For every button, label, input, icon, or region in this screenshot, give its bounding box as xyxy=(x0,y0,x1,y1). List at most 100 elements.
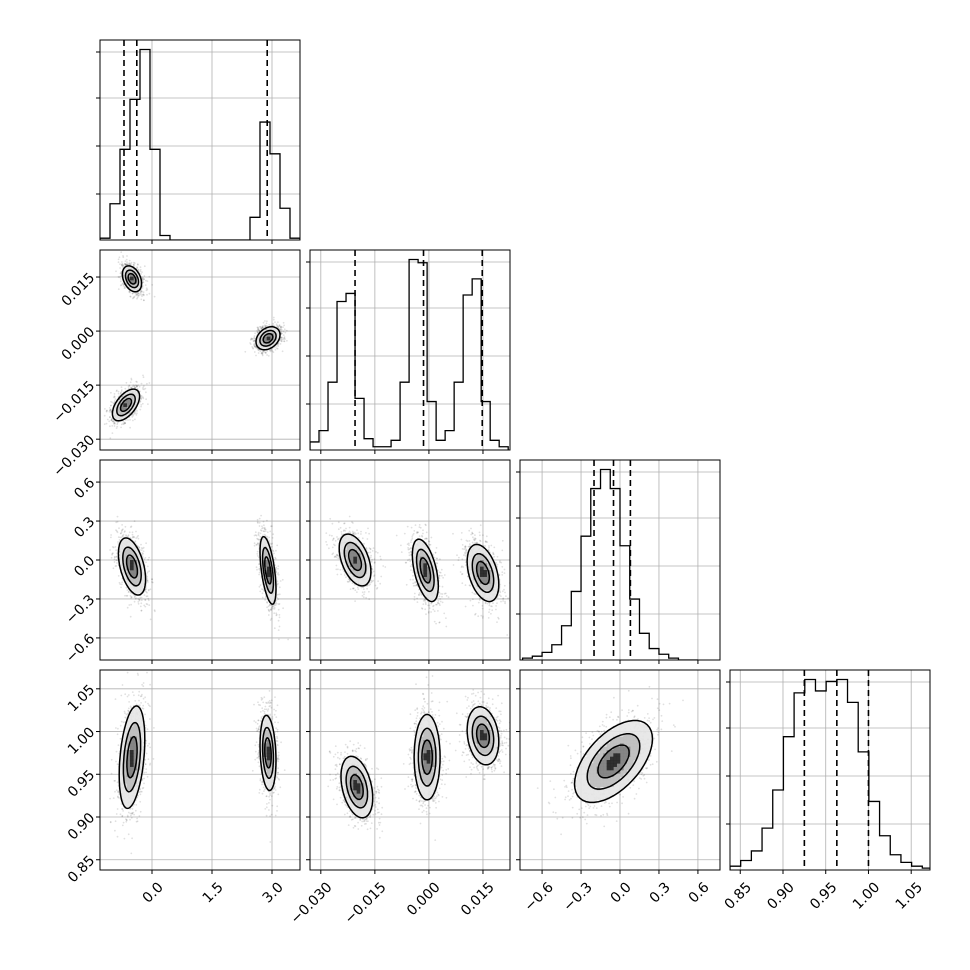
sample-point xyxy=(272,549,274,552)
sample-point xyxy=(120,531,123,533)
histogram-panel-p0 xyxy=(96,39,301,244)
density-cell xyxy=(130,283,134,287)
sample-point xyxy=(281,338,284,341)
sample-point xyxy=(121,529,124,531)
sample-point xyxy=(141,279,144,281)
contour-line xyxy=(116,393,136,417)
sample-point xyxy=(128,590,130,593)
sample-point xyxy=(124,262,126,265)
sample-point xyxy=(129,426,131,429)
panel-frame xyxy=(729,669,931,871)
sample-point xyxy=(145,595,148,598)
density-cell xyxy=(126,390,131,394)
sample-point xyxy=(125,263,128,266)
sample-point xyxy=(135,384,137,387)
contour-line xyxy=(124,269,140,289)
sample-point xyxy=(142,299,145,302)
density-cell xyxy=(266,336,271,341)
sample-point xyxy=(131,385,134,388)
sample-point xyxy=(142,552,144,555)
sample-point xyxy=(253,340,255,342)
density-cell xyxy=(270,556,274,561)
sample-point xyxy=(268,609,270,612)
density-cell xyxy=(140,560,144,564)
histogram-step xyxy=(730,678,930,870)
histogram-plot-area xyxy=(310,250,510,450)
sample-point xyxy=(271,542,273,545)
sample-point xyxy=(133,262,136,265)
sample-point xyxy=(146,591,148,594)
sample-point xyxy=(140,547,143,549)
sample-point xyxy=(259,529,262,532)
y-tick-label: −0.030 xyxy=(50,432,98,480)
density-cell xyxy=(273,590,277,594)
sample-point xyxy=(274,567,277,569)
sample-point xyxy=(278,324,281,327)
sample-point xyxy=(144,599,147,601)
sample-point xyxy=(113,558,116,561)
sample-point xyxy=(262,534,264,537)
sample-point xyxy=(153,609,156,612)
sample-point xyxy=(263,524,265,527)
sample-point xyxy=(252,347,254,349)
density-cell xyxy=(126,403,131,407)
sample-point xyxy=(127,263,129,265)
sample-point xyxy=(280,336,283,339)
sample-point xyxy=(116,555,118,558)
sample-point xyxy=(133,520,136,522)
density-cell xyxy=(130,543,134,547)
sample-point xyxy=(267,614,270,616)
sample-point xyxy=(128,262,131,264)
sample-point xyxy=(257,538,259,541)
sample-point xyxy=(136,384,138,387)
sample-point xyxy=(113,561,116,563)
sample-point xyxy=(253,340,256,342)
sample-point xyxy=(273,604,276,607)
x-tick-label: 1.05 xyxy=(893,879,926,912)
density-cell xyxy=(133,586,137,591)
sample-point xyxy=(128,263,131,266)
sample-point xyxy=(140,273,142,275)
sample-point xyxy=(134,387,136,389)
sample-point xyxy=(256,348,259,350)
sample-point xyxy=(110,418,113,421)
sample-point xyxy=(132,414,135,417)
sample-point xyxy=(280,339,283,341)
sample-point xyxy=(122,533,125,536)
sample-point xyxy=(262,520,265,523)
sample-point xyxy=(283,340,285,343)
sample-point xyxy=(129,591,132,594)
sample-point xyxy=(278,638,280,641)
sample-point xyxy=(142,294,145,297)
density-cell xyxy=(133,403,137,407)
sample-point xyxy=(136,410,138,412)
sample-point xyxy=(275,571,278,574)
sample-point xyxy=(138,294,140,297)
sample-point xyxy=(130,377,133,380)
sample-point xyxy=(137,269,140,272)
sample-point xyxy=(256,550,259,553)
sample-point xyxy=(274,321,276,323)
sample-point xyxy=(115,390,118,392)
sample-point xyxy=(112,567,115,570)
sample-point xyxy=(120,586,122,589)
sample-point xyxy=(261,592,264,595)
scatter-plot-area xyxy=(100,460,300,660)
sample-point xyxy=(154,610,156,613)
sample-point xyxy=(140,405,142,408)
sample-point xyxy=(272,351,275,354)
sample-point xyxy=(126,589,129,591)
density-cell xyxy=(256,340,261,344)
sample-point xyxy=(261,326,264,329)
histogram-panel-p3: 0.85 0.90 0.95 1.00 1.05 xyxy=(722,669,931,913)
density-cell xyxy=(120,546,124,551)
density-cell xyxy=(263,540,267,544)
sample-point xyxy=(129,295,132,298)
sample-point xyxy=(258,563,261,565)
sample-point xyxy=(267,605,270,608)
density-cell xyxy=(140,563,144,567)
sample-point xyxy=(141,271,143,273)
sample-point xyxy=(121,535,124,538)
sample-point xyxy=(111,420,114,423)
